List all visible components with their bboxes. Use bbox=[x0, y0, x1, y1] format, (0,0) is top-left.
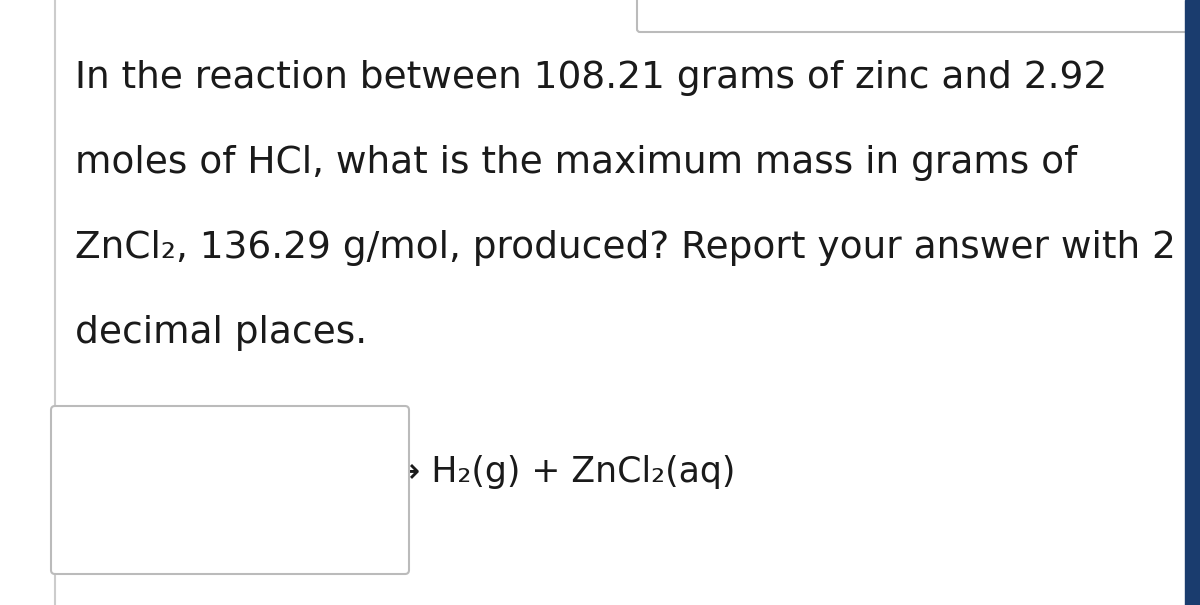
FancyBboxPatch shape bbox=[637, 0, 1188, 32]
FancyBboxPatch shape bbox=[50, 406, 409, 574]
Text: In the reaction between 108.21 grams of zinc and 2.92: In the reaction between 108.21 grams of … bbox=[74, 60, 1108, 96]
Bar bbox=[1186, 0, 1200, 605]
Text: Zn(s) + 2 HCl(aq) → H₂(g) + ZnCl₂(aq): Zn(s) + 2 HCl(aq) → H₂(g) + ZnCl₂(aq) bbox=[74, 455, 736, 489]
Text: decimal places.: decimal places. bbox=[74, 315, 367, 351]
Text: moles of HCl, what is the maximum mass in grams of: moles of HCl, what is the maximum mass i… bbox=[74, 145, 1078, 181]
Text: ZnCl₂, 136.29 g/mol, produced? Report your answer with 2: ZnCl₂, 136.29 g/mol, produced? Report yo… bbox=[74, 230, 1176, 266]
